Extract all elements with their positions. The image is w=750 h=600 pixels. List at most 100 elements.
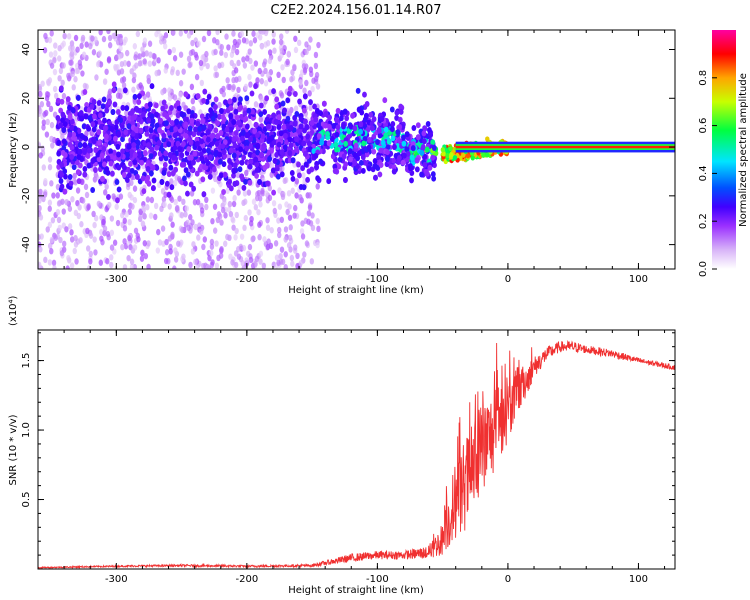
- heatmap-cell: [75, 46, 80, 53]
- heatmap-cell: [395, 129, 401, 136]
- heatmap-cell: [76, 154, 82, 161]
- heatmap-cell: [307, 192, 312, 199]
- heatmap-cell: [277, 226, 282, 234]
- heatmap-cell: [239, 233, 245, 240]
- heatmap-cell: [248, 136, 253, 143]
- heatmap-cell: [101, 145, 107, 152]
- heatmap-cell: [231, 168, 237, 175]
- heatmap-cell: [187, 125, 193, 132]
- heatmap-cell: [96, 200, 102, 207]
- heatmap-cell: [377, 132, 383, 139]
- heatmap-cell: [206, 147, 211, 154]
- heatmap-cell: [286, 90, 292, 97]
- heatmap-cell: [409, 154, 415, 161]
- heatmap-cell: [162, 201, 167, 208]
- heatmap-cell: [326, 140, 332, 147]
- heatmap-cell: [211, 166, 217, 173]
- heatmap-cell: [394, 109, 400, 116]
- heatmap-cell: [300, 220, 305, 227]
- heatmap-cell: [41, 119, 47, 126]
- heatmap-cell: [306, 168, 312, 175]
- heatmap-cell: [75, 169, 81, 176]
- heatmap-cell: [430, 154, 436, 161]
- heatmap-cell: [239, 30, 245, 38]
- heatmap-cell: [270, 167, 276, 174]
- heatmap-cell: [127, 234, 132, 242]
- heatmap-cell: [208, 154, 213, 161]
- spectrogram-y-tick-label: -40: [21, 236, 32, 252]
- heatmap-cell: [212, 227, 218, 234]
- heatmap-cell: [283, 236, 288, 243]
- heatmap-cell: [241, 37, 247, 44]
- heatmap-cell: [245, 132, 251, 139]
- heatmap-cell: [48, 105, 54, 113]
- heatmap-cell: [196, 40, 201, 47]
- heatmap-cell: [163, 257, 169, 265]
- heatmap-cell: [257, 234, 262, 241]
- heatmap-cell: [257, 67, 262, 75]
- heatmap-cell: [63, 173, 68, 180]
- heatmap-cell: [394, 115, 400, 122]
- heatmap-cell: [75, 187, 81, 194]
- heatmap-cell: [217, 101, 222, 109]
- heatmap-cell: [220, 206, 226, 214]
- heatmap-cell: [184, 205, 190, 212]
- heatmap-cell: [303, 118, 308, 125]
- heatmap-cell: [179, 111, 185, 118]
- heatmap-cell: [316, 41, 321, 49]
- heatmap-cell: [306, 210, 312, 217]
- heatmap-cell: [189, 83, 195, 91]
- heatmap-cell: [47, 242, 53, 250]
- heatmap-cell: [84, 191, 90, 199]
- heatmap-cell: [269, 227, 274, 234]
- heatmap-cell: [259, 78, 264, 85]
- heatmap-cell: [192, 150, 198, 157]
- heatmap-cell: [104, 68, 109, 75]
- heatmap-cell: [421, 130, 427, 137]
- heatmap-cell: [207, 254, 212, 262]
- heatmap-cell: [224, 33, 229, 40]
- heatmap-cell: [183, 91, 189, 98]
- heatmap-cell: [164, 180, 170, 187]
- heatmap-cell: [294, 192, 299, 199]
- heatmap-cell: [210, 115, 216, 122]
- heatmap-cell: [55, 115, 61, 122]
- heatmap-cell: [318, 158, 324, 165]
- heatmap-cell: [195, 93, 201, 100]
- heatmap-cell: [189, 117, 195, 124]
- heatmap-cell: [272, 139, 277, 146]
- heatmap-cell: [465, 153, 471, 159]
- heatmap-cell: [194, 73, 200, 81]
- heatmap-cell: [205, 159, 211, 166]
- heatmap-cell: [183, 167, 189, 174]
- snr-y-tick-label: 0.5: [21, 492, 32, 508]
- heatmap-cell: [121, 171, 127, 178]
- heatmap-cell: [52, 265, 57, 269]
- heatmap-cell: [281, 76, 286, 84]
- heatmap-cell: [177, 146, 182, 153]
- heatmap-cell: [111, 32, 116, 40]
- heatmap-cell: [115, 219, 121, 227]
- heatmap-cell: [192, 199, 198, 206]
- snr-background: [38, 330, 675, 569]
- heatmap-cell: [190, 248, 196, 255]
- heatmap-cell: [172, 132, 178, 139]
- colorbar-tick-label: 0.6: [698, 118, 709, 134]
- heatmap-cell: [228, 147, 234, 154]
- heatmap-cell: [101, 96, 107, 103]
- heatmap-cell: [111, 149, 117, 156]
- heatmap-cell: [126, 254, 131, 262]
- heatmap-cell: [327, 114, 332, 121]
- heatmap-cell: [265, 217, 270, 224]
- heatmap-cell: [167, 48, 172, 56]
- heatmap-cell: [127, 218, 132, 226]
- heatmap-cell: [251, 30, 256, 37]
- heatmap-cell: [376, 127, 382, 134]
- heatmap-cell: [301, 172, 306, 179]
- heatmap-cell: [126, 143, 132, 150]
- heatmap-cell: [296, 161, 301, 168]
- heatmap-cell: [272, 207, 277, 215]
- heatmap-cell: [205, 129, 211, 136]
- heatmap-cell: [285, 208, 290, 216]
- heatmap-cell: [58, 122, 64, 129]
